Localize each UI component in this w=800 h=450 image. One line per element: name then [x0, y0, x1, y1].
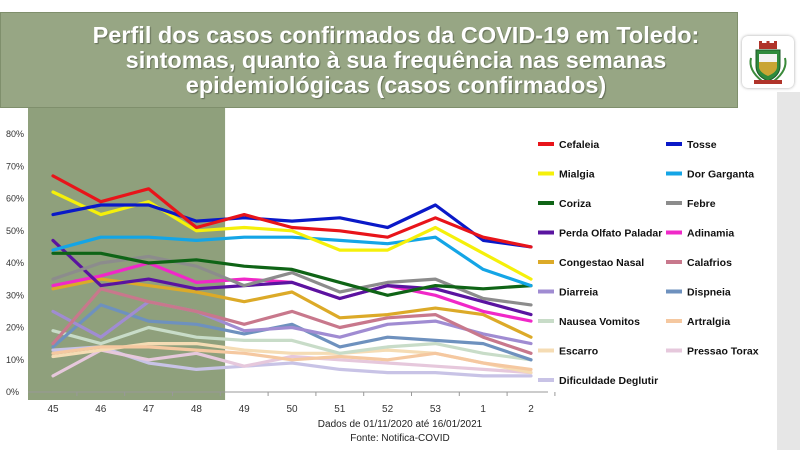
y-tick-label: 70% [6, 161, 24, 171]
legend-label-febre: Febre [687, 198, 716, 210]
series-line-artralgia [51, 345, 533, 371]
legend-label-coriza: Coriza [559, 198, 591, 210]
chart-title: Perfil dos casos confirmados da COVID-19… [92, 22, 700, 98]
x-tick-label: 46 [95, 404, 107, 415]
series-line-nausea-vomitos [51, 325, 533, 362]
series-line-diarreia [51, 300, 533, 346]
series-line-dor-garganta [51, 235, 533, 288]
series-line-perda-olfato-paladar [51, 238, 533, 317]
legend-label-dificuldade-deglutir: Dificuldade Deglutir [559, 375, 658, 387]
caption-date-range: Dados de 01/11/2020 até 16/01/2021 [317, 419, 483, 430]
legend-label-adinamia: Adinamia [687, 228, 734, 240]
series-line-pressao-torax [51, 348, 533, 378]
x-tick-label: 48 [191, 404, 203, 415]
x-tick-label: 52 [382, 404, 394, 415]
legend-label-perda-olfato-paladar: Perda Olfato Paladar [559, 228, 662, 240]
y-tick-label: 20% [6, 323, 24, 333]
coat-of-arms-icon [749, 41, 787, 84]
x-tick-label: 1 [480, 404, 486, 415]
x-tick-label: 2 [528, 404, 534, 415]
x-tick-label: 45 [47, 404, 59, 415]
y-tick-label: 40% [6, 258, 24, 268]
y-tick-label: 50% [6, 226, 24, 236]
x-tick-label: 51 [334, 404, 346, 415]
x-tick-label: 47 [143, 404, 155, 415]
legend-label-tosse: Tosse [687, 139, 717, 151]
y-tick-label: 30% [6, 290, 24, 300]
x-tick-label: 53 [430, 404, 442, 415]
municipal-logo [742, 36, 794, 88]
series-line-calafrios [51, 287, 533, 355]
legend-label-dispneia: Dispneia [687, 287, 731, 299]
series-line-congestao-nasal [51, 277, 533, 339]
legend-label-nausea-vomitos: Nausea Vomitos [559, 316, 640, 328]
chart-axes: 0% 10% 20% 30% 40% 50% 60% 70% 80% 45 46 47 48 49 50 51… [6, 129, 556, 415]
y-tick-label: 0% [6, 387, 19, 397]
series-line-cefaleia [51, 174, 533, 249]
series-layer [51, 174, 533, 378]
series-line-coriza [51, 251, 533, 297]
legend-label-diarreia: Diarreia [559, 287, 598, 299]
series-line-tosse [51, 203, 533, 249]
legend: Cefaleia Tosse Mialgia Dor Garganta Coriza Fe… [538, 139, 759, 387]
title-box: Perfil dos casos confirmados da COVID-19… [0, 12, 738, 108]
y-tick-label: 80% [6, 129, 24, 139]
legend-label-calafrios: Calafrios [687, 257, 732, 269]
legend-label-escarro: Escarro [559, 346, 598, 358]
series-line-dispneia [51, 303, 533, 362]
y-tick-label: 10% [6, 355, 24, 365]
legend-label-pressao-torax: Pressao Torax [687, 346, 759, 358]
legend-label-dor-garganta: Dor Garganta [687, 169, 754, 181]
legend-label-cefaleia: Cefaleia [559, 139, 599, 151]
legend-label-congestao-nasal: Congestao Nasal [559, 257, 644, 269]
caption-source: Fonte: Notifica-COVID [350, 433, 450, 444]
y-tick-label: 60% [6, 194, 24, 204]
legend-label-mialgia: Mialgia [559, 169, 595, 181]
x-tick-label: 50 [286, 404, 298, 415]
legend-label-artralgia: Artralgia [687, 316, 730, 328]
right-side-panel [777, 92, 800, 450]
x-tick-label: 49 [239, 404, 251, 415]
